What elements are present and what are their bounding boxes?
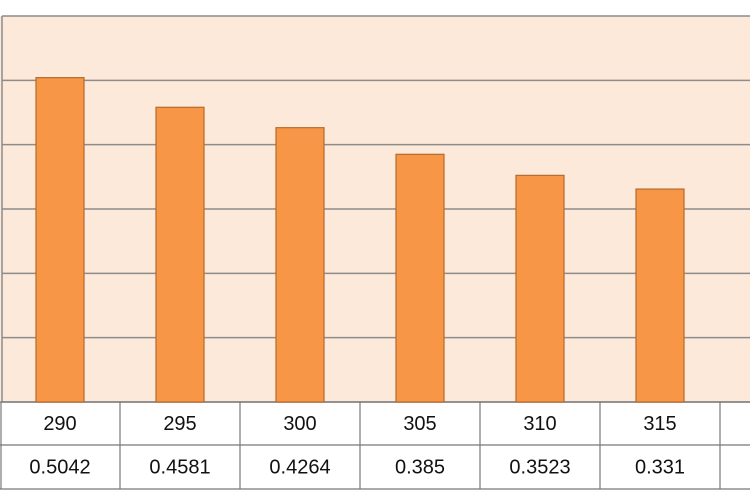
- bar: [155, 106, 205, 403]
- data-label: 0.4264: [269, 456, 330, 478]
- x-tick-label: 310: [523, 413, 556, 435]
- data-label: 0.3523: [509, 456, 570, 478]
- x-tick-label: 305: [403, 413, 436, 435]
- bar: [515, 174, 565, 403]
- x-tick-label: 290: [43, 413, 76, 435]
- data-label: 0.5042: [29, 456, 90, 478]
- bar: [395, 153, 445, 403]
- bar: [275, 127, 325, 403]
- x-tick-label: 315: [643, 413, 676, 435]
- data-label: 0.331: [635, 456, 685, 478]
- bar: [635, 188, 685, 403]
- bar: [35, 77, 85, 403]
- data-label: 0.385: [395, 456, 445, 478]
- x-tick-label: 295: [163, 413, 196, 435]
- data-label: 0.4581: [149, 456, 210, 478]
- x-tick-label: 300: [283, 413, 316, 435]
